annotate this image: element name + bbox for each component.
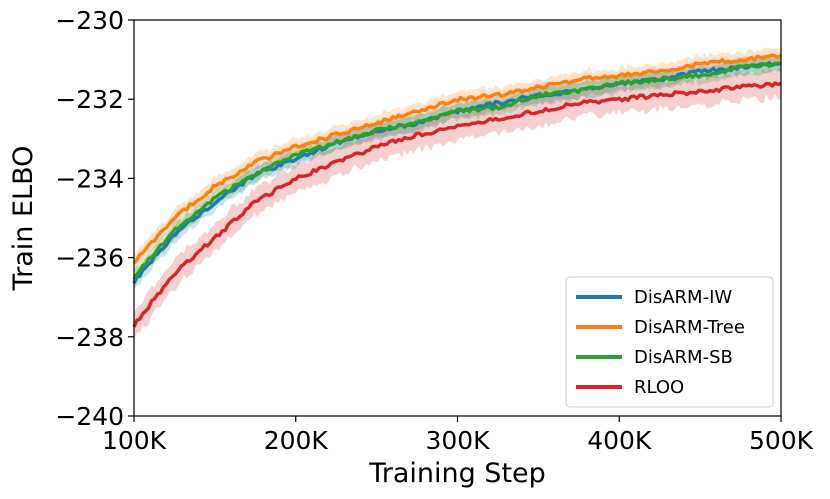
legend-label: DisARM-Tree (634, 317, 745, 338)
band-disarm-tree (134, 47, 781, 274)
series-lines (132, 53, 783, 328)
series-line-disarm-tree (132, 53, 783, 265)
y-tick-label: −240 (55, 402, 124, 431)
band-rloo (134, 66, 781, 341)
x-tick-label: 200K (264, 426, 329, 455)
x-tick-label: 500K (749, 426, 814, 455)
band-disarm-iw (134, 53, 781, 291)
y-tick-label: −232 (55, 85, 124, 114)
y-tick-label: −230 (55, 6, 124, 35)
x-axis-label: Training Step (368, 458, 546, 489)
legend-label: RLOO (634, 377, 684, 398)
y-axis-label: Train ELBO (8, 146, 39, 292)
series-line-rloo (132, 81, 782, 328)
x-tick-label: 100K (102, 426, 167, 455)
series-line-disarm-iw (132, 60, 782, 284)
legend-label: DisARM-IW (634, 287, 732, 308)
y-tick-label: −238 (55, 323, 124, 352)
y-tick-label: −234 (55, 164, 124, 193)
series-line-disarm-sb (132, 61, 782, 281)
x-tick-label: 300K (425, 426, 490, 455)
legend: DisARM-IW DisARM-Tree DisARM-SB RLOO (565, 276, 774, 408)
y-tick-label: −236 (55, 244, 124, 273)
y-axis: −240 −238 −236 −234 −232 −230 (55, 6, 134, 431)
legend-label: DisARM-SB (634, 347, 733, 368)
legend-box (565, 276, 774, 408)
x-tick-label: 400K (587, 426, 652, 455)
x-axis: 100K 200K 300K 400K 500K (102, 416, 814, 455)
